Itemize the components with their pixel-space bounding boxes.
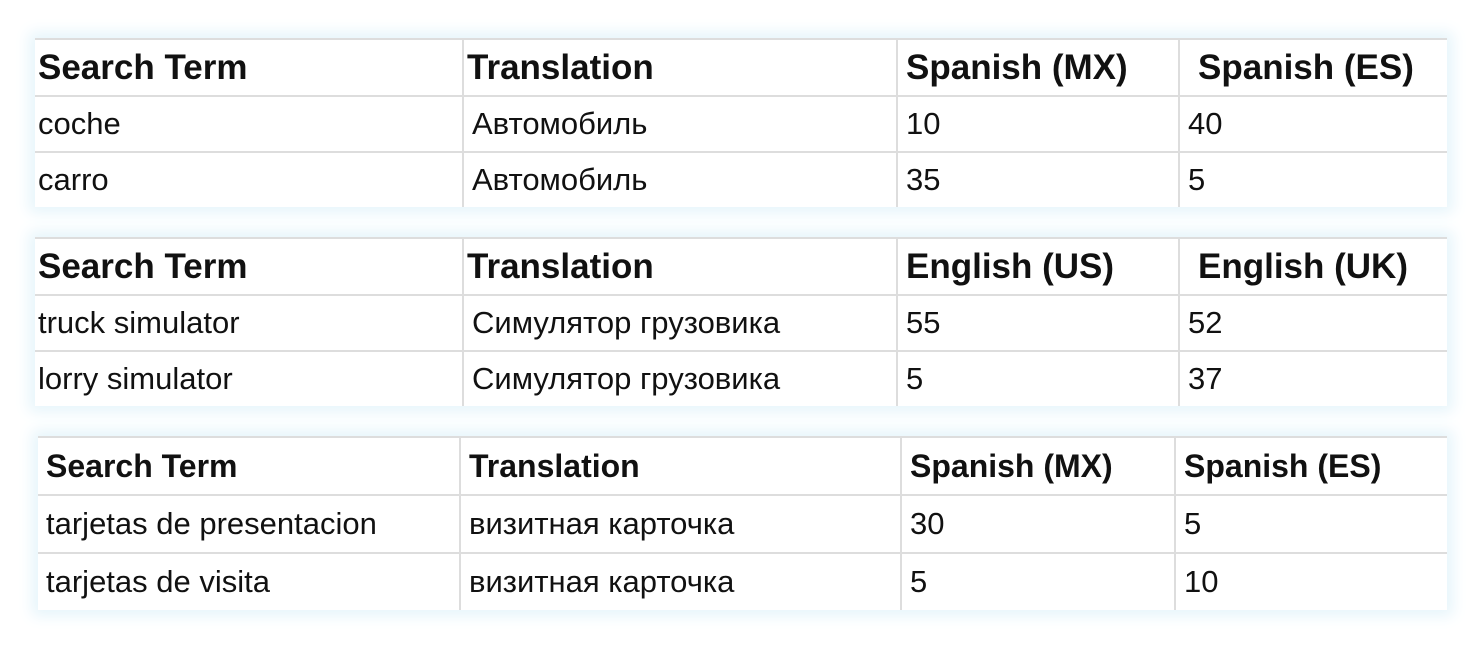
table-row: tarjetas de presentacion визитная карточк… [38, 494, 1447, 553]
header-row: Search Term Translation Spanish (MX) Spanis… [38, 436, 1447, 495]
header-row: Search Term Translation English (US) Englis… [35, 237, 1447, 295]
table-spanish-cards: Search Term Translation Spanish (MX) Spanis… [38, 436, 1447, 610]
table-cell: 10 [896, 95, 1179, 152]
table-cell: truck simulator [35, 294, 463, 351]
table-cell: 5 [896, 350, 1179, 406]
table-cell: lorry simulator [35, 350, 463, 406]
table-cell: 37 [1178, 350, 1447, 406]
column-header: Search Term [35, 237, 463, 295]
column-header: Spanish (ES) [1178, 38, 1447, 96]
column-header: Translation [462, 237, 897, 295]
table-row: lorry simulator Симулятор грузовика 5 37 [35, 350, 1447, 406]
comparison-table: Search Term Translation English (US) Englis… [35, 237, 1447, 406]
column-header: Spanish (ES) [1174, 436, 1447, 495]
table-cell: coche [35, 95, 463, 152]
table-cell: 55 [896, 294, 1179, 351]
table-cell: 5 [900, 552, 1175, 610]
table-cell: Симулятор грузовика [462, 350, 897, 406]
comparison-table: Search Term Translation Spanish (MX) Spanis… [38, 436, 1447, 610]
table-cell: carro [35, 151, 463, 207]
column-header: Spanish (MX) [900, 436, 1175, 495]
column-header: Translation [462, 38, 897, 96]
table-row: tarjetas de visita визитная карточка 5 10 [38, 552, 1447, 610]
column-header: English (UK) [1178, 237, 1447, 295]
table-cell: визитная карточка [459, 552, 901, 610]
table-spanish-car: Search Term Translation Spanish (MX) Spanis… [35, 38, 1447, 207]
column-header: Search Term [38, 436, 460, 495]
table-cell: tarjetas de visita [38, 552, 460, 610]
table-cell: Симулятор грузовика [462, 294, 897, 351]
comparison-table: Search Term Translation Spanish (MX) Spanis… [35, 38, 1447, 207]
table-row: carro Автомобиль 35 5 [35, 151, 1447, 207]
table-cell: визитная карточка [459, 494, 901, 553]
column-header: Search Term [35, 38, 463, 96]
table-cell: 10 [1174, 552, 1447, 610]
header-row: Search Term Translation Spanish (MX) Spanis… [35, 38, 1447, 96]
table-english-truck: Search Term Translation English (US) Englis… [35, 237, 1447, 406]
table-cell: 30 [900, 494, 1175, 553]
table-cell: 40 [1178, 95, 1447, 152]
table-cell: tarjetas de presentacion [38, 494, 460, 553]
table-cell: 35 [896, 151, 1179, 207]
column-header: English (US) [896, 237, 1179, 295]
table-cell: 52 [1178, 294, 1447, 351]
table-row: coche Автомобиль 10 40 [35, 95, 1447, 152]
table-cell: Автомобиль [462, 95, 897, 152]
table-cell: 5 [1174, 494, 1447, 553]
column-header: Spanish (MX) [896, 38, 1179, 96]
table-cell: Автомобиль [462, 151, 897, 207]
table-row: truck simulator Симулятор грузовика 55 52 [35, 294, 1447, 351]
column-header: Translation [459, 436, 901, 495]
table-cell: 5 [1178, 151, 1447, 207]
